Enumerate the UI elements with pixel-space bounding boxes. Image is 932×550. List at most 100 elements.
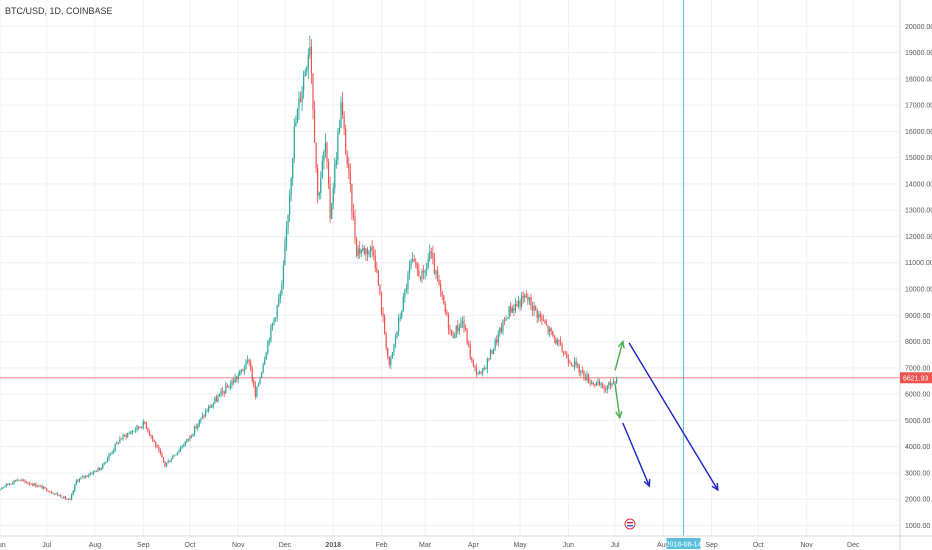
candle-body (477, 373, 479, 375)
candle-body (513, 308, 515, 311)
candle-body (587, 374, 590, 383)
candle-body (511, 308, 513, 313)
candle-body (578, 364, 580, 373)
candle-body (329, 184, 331, 219)
candle-body (218, 393, 221, 397)
candle-body (234, 377, 236, 383)
candle-body (18, 479, 20, 481)
candle-body (242, 370, 244, 372)
candle-body (583, 370, 585, 378)
y-tick-label: 15000.00 (905, 155, 932, 162)
candle-body (575, 361, 577, 365)
y-tick-label: 6000.00 (905, 392, 930, 399)
candle-body (507, 318, 509, 319)
x-tick-label: 2018 (325, 542, 341, 549)
candle-body (298, 98, 300, 110)
candle-body (245, 360, 247, 369)
candle-body (292, 158, 294, 179)
candle-body (455, 325, 457, 337)
candle-body (444, 304, 446, 312)
candle-body (307, 54, 309, 68)
candle-body (276, 305, 278, 318)
candle-body (296, 109, 299, 123)
candle-body (80, 477, 82, 479)
candle-body (67, 498, 70, 500)
candle-body (440, 284, 442, 292)
candle-body (267, 341, 269, 353)
candle-body (108, 454, 110, 459)
candle-body (229, 384, 232, 388)
candle-body (69, 498, 71, 500)
candle-body (550, 328, 552, 332)
candle-body (226, 385, 228, 388)
candle-body (611, 383, 613, 386)
candle-body (379, 285, 381, 294)
candle-body (303, 76, 305, 91)
candle-body (408, 266, 411, 275)
candle-body (421, 270, 423, 279)
candle-body (61, 497, 63, 499)
candle-body (176, 452, 179, 455)
y-tick-label: 16000.00 (905, 129, 932, 136)
candle-body (317, 167, 319, 196)
candle-body (530, 297, 532, 307)
candle-body (458, 327, 460, 331)
candle-body (483, 368, 485, 369)
candle-body (127, 433, 129, 438)
y-tick-label: 1000.00 (905, 523, 930, 530)
candle-body (78, 478, 81, 482)
candle-body (441, 291, 443, 296)
candle-body (460, 322, 462, 328)
candle-body (463, 321, 465, 329)
candle-body (387, 347, 389, 357)
candle-body (128, 432, 130, 434)
x-tick-label: Nov (800, 542, 813, 549)
x-tick-label: Nov (232, 542, 245, 549)
candle-body (125, 435, 127, 438)
candle-body (382, 312, 384, 317)
candle-body (366, 248, 369, 255)
candle-body (141, 427, 143, 428)
candle-body (264, 359, 266, 365)
grid (0, 0, 900, 536)
candle-body (212, 403, 214, 406)
candle-body (133, 430, 135, 432)
candle-body (321, 161, 323, 179)
candle-body (222, 390, 224, 392)
candle-body (503, 320, 506, 322)
candle-body (91, 473, 93, 475)
candle-body (584, 377, 587, 381)
candle-body (500, 327, 502, 332)
candle-body (208, 406, 210, 411)
candle-body (327, 161, 330, 185)
candle-body (492, 348, 495, 354)
y-tick-label: 19000.00 (905, 50, 932, 57)
overlays: 2018-08-14 6621.93 (624, 372, 932, 549)
y-tick-label: 11000.00 (905, 260, 932, 267)
candle-body (153, 439, 155, 443)
candle-body (380, 293, 383, 313)
candle-body (150, 434, 152, 437)
blue-arrow-line (628, 342, 719, 491)
candle-body (595, 382, 597, 386)
candle-body (365, 248, 367, 254)
candle-body (259, 377, 261, 384)
candle-body (52, 492, 54, 494)
candle-body (77, 480, 79, 482)
candle-body (35, 483, 37, 487)
candle-body (315, 142, 317, 168)
candle-body (435, 270, 437, 275)
candle-body (570, 363, 573, 366)
candle-body (536, 309, 538, 318)
candle-body (251, 369, 253, 381)
candle-body (337, 131, 339, 160)
candle-body (475, 367, 478, 374)
x-tick-label: Aug (657, 542, 670, 549)
candle-body (293, 126, 295, 159)
candle-body (113, 449, 115, 453)
event-flag-icon[interactable] (624, 518, 636, 530)
candle-body (357, 248, 359, 256)
candle-body (198, 420, 200, 425)
